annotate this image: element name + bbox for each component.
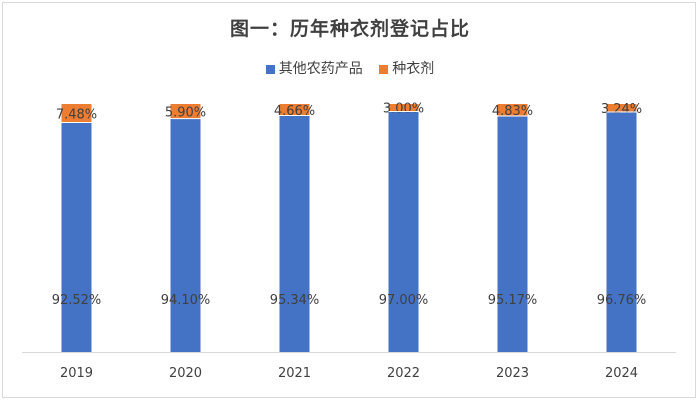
legend-item-other-pesticides: 其他农药产品	[265, 58, 363, 78]
legend-label-other-pesticides: 其他农药产品	[278, 61, 363, 77]
x-tick-label-2019: 2019	[60, 366, 93, 381]
data-label-other-2024: 96.76%	[597, 293, 647, 308]
data-label-other-2022: 97.00%	[379, 293, 429, 308]
bar-seed-coating-2023	[497, 104, 528, 116]
legend-swatch-seed-coating	[379, 64, 389, 74]
legend-label-seed-coating: 种衣剂	[392, 61, 435, 77]
bar-seed-coating-2019	[61, 104, 92, 123]
bar-other-2023	[497, 115, 528, 353]
x-tick-label-2023: 2023	[496, 366, 529, 381]
bar-seed-coating-2020	[170, 104, 201, 119]
data-label-other-2021: 95.34%	[270, 293, 320, 308]
legend-swatch-other-pesticides	[265, 64, 275, 74]
data-label-seed-coating-2020: 5.90%	[165, 105, 206, 120]
data-label-other-2023: 95.17%	[488, 293, 538, 308]
bar-other-2024	[606, 112, 637, 352]
bar-seed-coating-2022	[388, 104, 419, 112]
bar-other-2019	[61, 122, 92, 352]
bar-other-2022	[388, 111, 419, 352]
x-tick-label-2024: 2024	[605, 366, 638, 381]
x-tick-label-2020: 2020	[169, 366, 202, 381]
bar-other-2021	[279, 115, 310, 353]
data-label-seed-coating-2022: 3.00%	[383, 102, 424, 117]
chart-frame	[2, 2, 696, 398]
chart-title: 图一：历年种衣剂登记占比	[229, 18, 470, 40]
x-tick-label-2022: 2022	[387, 366, 420, 381]
data-label-other-2019: 92.52%	[52, 293, 102, 308]
data-label-seed-coating-2024: 3.24%	[601, 102, 642, 117]
bar-other-2020	[170, 118, 201, 352]
bar-seed-coating-2024	[606, 104, 637, 113]
chart-legend: 其他农药产品 种衣剂	[0, 58, 700, 78]
bar-seed-coating-2021	[279, 104, 310, 116]
data-label-seed-coating-2023: 4.83%	[492, 104, 533, 119]
legend-item-seed-coating: 种衣剂	[379, 58, 434, 78]
data-label-other-2020: 94.10%	[161, 293, 211, 308]
data-label-seed-coating-2021: 4.66%	[274, 104, 315, 119]
x-tick-label-2021: 2021	[278, 366, 311, 381]
data-label-seed-coating-2019: 7.48%	[56, 107, 97, 122]
